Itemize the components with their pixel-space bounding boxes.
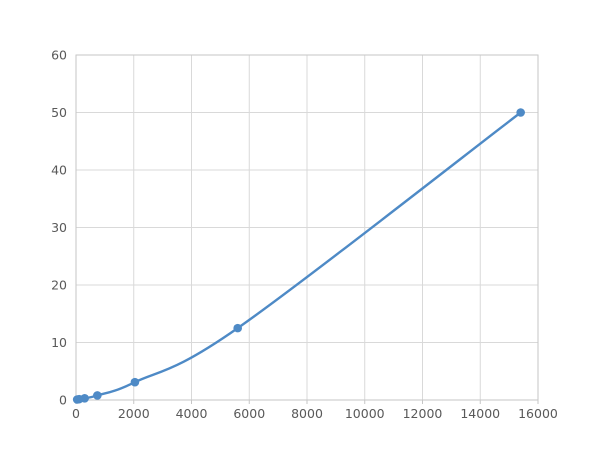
x-axis-tick-label: 14000 (460, 406, 500, 421)
x-axis-tick-label: 2000 (118, 406, 150, 421)
y-axis-tick-label: 30 (51, 220, 67, 235)
x-axis-tick-label: 10000 (345, 406, 385, 421)
y-axis-tick-label: 40 (51, 163, 67, 178)
y-axis-tick-label: 0 (59, 393, 67, 408)
data-point-marker (80, 393, 89, 403)
series-line (75, 111, 522, 401)
data-point-marker (93, 391, 102, 400)
x-axis-tick-label: 6000 (233, 406, 265, 421)
data-point-marker (516, 108, 525, 117)
y-axis-tick-label: 50 (51, 105, 67, 120)
x-axis-tick-label: 8000 (291, 406, 323, 421)
y-axis-tick-label: 60 (51, 48, 67, 63)
data-point-marker (233, 323, 242, 333)
y-axis-tick-label: 20 (51, 278, 67, 293)
x-axis-tick-label: 16000 (518, 406, 558, 421)
x-axis-tick-label: 0 (72, 406, 80, 421)
y-axis-tick-label: 10 (51, 335, 67, 350)
x-axis-tick-label: 12000 (403, 406, 443, 421)
x-axis-tick-label: 4000 (176, 406, 208, 421)
data-point-marker (130, 377, 140, 387)
